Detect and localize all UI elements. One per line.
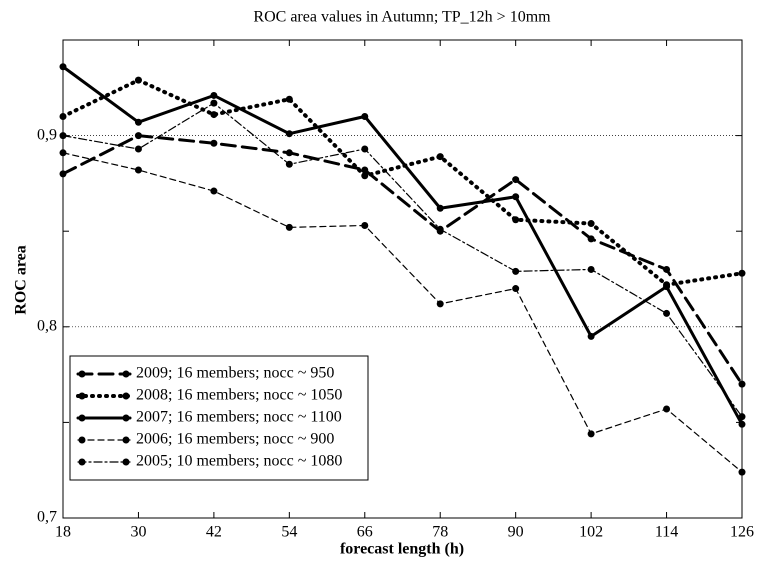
data-point xyxy=(361,172,369,180)
data-point xyxy=(361,166,369,174)
data-point xyxy=(587,220,595,228)
data-point xyxy=(512,193,520,201)
data-point xyxy=(512,285,520,293)
data-point xyxy=(134,118,142,126)
data-point xyxy=(210,99,218,107)
data-point xyxy=(59,149,67,157)
legend-label: 2007; 16 members; nocc ~ 1100 xyxy=(136,409,342,426)
legend-marker xyxy=(78,370,86,378)
x-tick-label: 66 xyxy=(357,524,373,541)
x-tick-label: 54 xyxy=(281,524,297,541)
legend-marker xyxy=(122,414,130,422)
data-point xyxy=(361,221,369,229)
series-line xyxy=(61,65,744,426)
data-point xyxy=(59,132,67,140)
x-tick-label: 42 xyxy=(206,524,222,541)
data-point xyxy=(361,145,369,153)
data-point xyxy=(663,309,671,317)
data-point xyxy=(134,132,142,140)
data-point xyxy=(587,332,595,340)
data-point xyxy=(436,153,444,161)
y-tick-label: 0,8 xyxy=(37,317,57,334)
y-tick-label: 0,7 xyxy=(37,509,57,526)
data-point xyxy=(512,267,520,275)
data-point xyxy=(285,223,293,231)
data-point xyxy=(59,63,67,71)
data-point xyxy=(738,420,746,428)
plot-frame xyxy=(62,39,743,519)
legend-label: 2005; 10 members; nocc ~ 1080 xyxy=(136,453,342,470)
legend-marker xyxy=(122,370,130,378)
legend-marker xyxy=(78,392,86,400)
data-point xyxy=(587,265,595,273)
legend-marker xyxy=(122,458,130,466)
y-axis-label: ROC area xyxy=(13,245,30,314)
x-tick-label: 30 xyxy=(130,524,146,541)
legend-label: 2006; 16 members; nocc ~ 900 xyxy=(136,431,334,448)
data-point xyxy=(436,204,444,212)
series-line xyxy=(61,134,744,386)
data-point xyxy=(285,160,293,168)
data-point xyxy=(210,111,218,119)
y-tick-label: 0,9 xyxy=(37,126,57,143)
data-point xyxy=(59,170,67,178)
data-point xyxy=(59,112,67,120)
data-point xyxy=(663,405,671,413)
data-point xyxy=(738,413,746,421)
data-point xyxy=(587,430,595,438)
data-point xyxy=(285,130,293,138)
data-point xyxy=(361,112,369,120)
legend-marker xyxy=(78,414,86,422)
x-axis-label: forecast length (h) xyxy=(340,541,464,558)
legend-marker xyxy=(78,436,86,444)
x-tick-label: 126 xyxy=(730,524,754,541)
series-line xyxy=(61,77,744,287)
legend-label: 2009; 16 members; nocc ~ 950 xyxy=(136,365,334,382)
series-line xyxy=(62,152,743,473)
x-tick-label: 102 xyxy=(579,524,603,541)
x-tick-label: 114 xyxy=(655,524,678,541)
data-point xyxy=(512,216,520,224)
data-point xyxy=(285,149,293,157)
data-point xyxy=(512,176,520,184)
data-point xyxy=(210,187,218,195)
legend: 2009; 16 members; nocc ~ 950 2008; 16 mem… xyxy=(69,355,369,481)
data-point xyxy=(663,283,671,291)
chart-title: ROC area values in Autumn; TP_12h > 10mm xyxy=(253,9,551,26)
data-point xyxy=(738,380,746,388)
x-tick-label: 90 xyxy=(508,524,524,541)
data-point xyxy=(738,468,746,476)
data-point xyxy=(436,225,444,233)
data-point xyxy=(134,166,142,174)
data-point xyxy=(134,76,142,84)
legend-label: 2008; 16 members; nocc ~ 1050 xyxy=(136,387,342,404)
x-tick-label: 18 xyxy=(55,524,71,541)
data-point xyxy=(210,91,218,99)
x-tick-label: 78 xyxy=(432,524,448,541)
data-point xyxy=(436,300,444,308)
data-point xyxy=(134,145,142,153)
data-point xyxy=(210,139,218,147)
legend-marker xyxy=(78,458,86,466)
legend-marker xyxy=(122,392,130,400)
data-point xyxy=(587,235,595,243)
data-point xyxy=(663,265,671,273)
data-point xyxy=(738,269,746,277)
data-point xyxy=(285,95,293,103)
legend-marker xyxy=(122,436,130,444)
